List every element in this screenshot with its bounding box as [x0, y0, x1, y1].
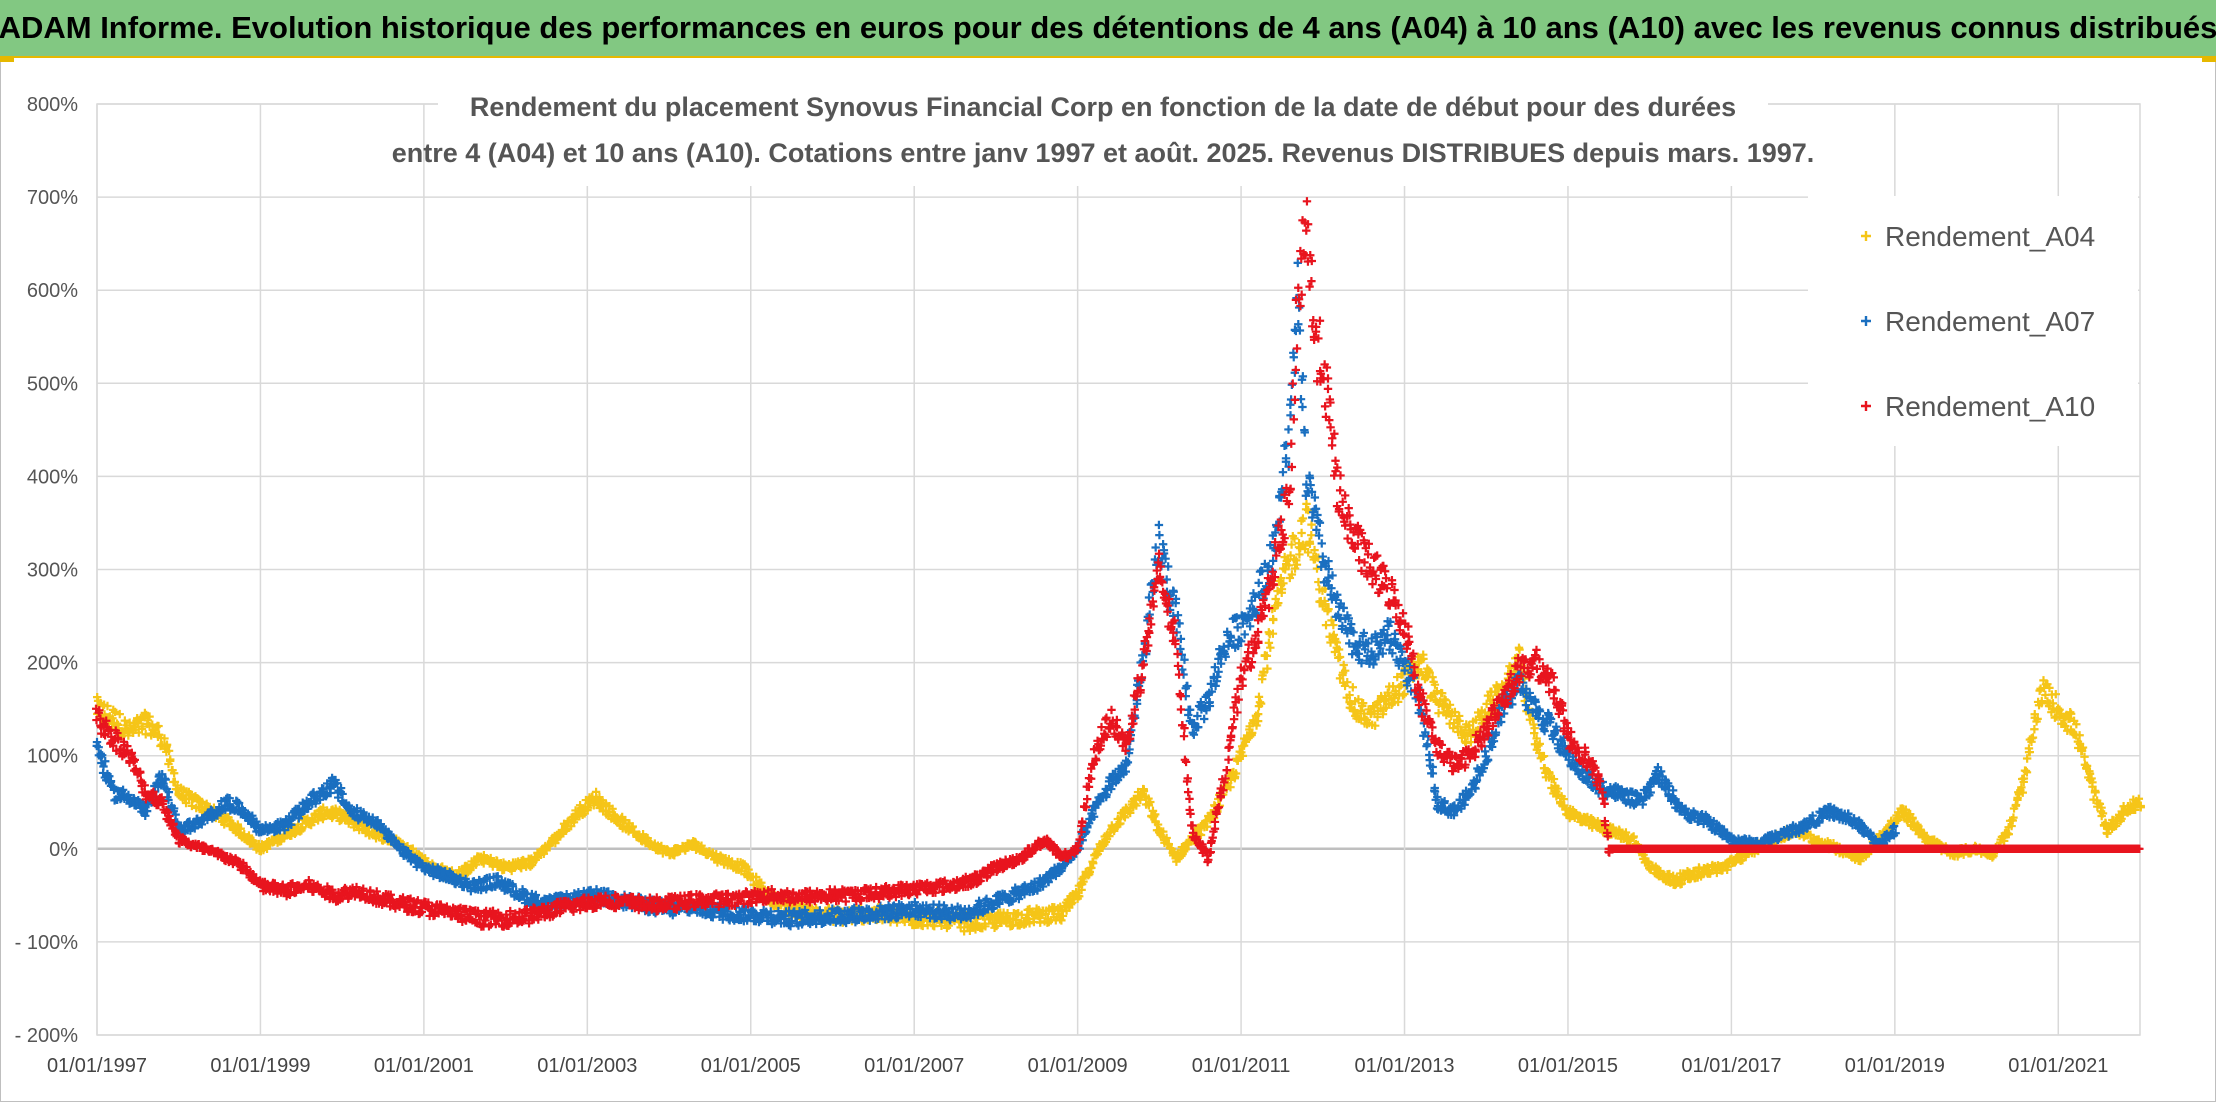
data-point	[115, 709, 124, 719]
data-point	[219, 820, 229, 829]
data-point	[113, 720, 123, 730]
data-point	[1428, 769, 1438, 778]
y-tick-label: - 100%	[15, 932, 79, 954]
y-tick-label: 300%	[27, 560, 78, 582]
data-point	[526, 862, 535, 871]
x-tick-label: 01/01/2011	[1192, 1055, 1291, 1077]
data-point	[145, 712, 154, 721]
x-axis-tick-labels: 01/01/1997 01/01/1999 01/01/2001 01/01/2003…	[47, 1055, 2108, 1077]
data-point	[744, 865, 753, 874]
data-point	[2030, 725, 2039, 734]
x-tick-label: 01/01/2017	[1681, 1055, 1781, 1077]
data-point	[164, 746, 174, 756]
data-point	[120, 716, 130, 725]
data-point	[148, 720, 157, 729]
data-point	[1282, 440, 1291, 450]
x-tick-label: 01/01/1999	[210, 1055, 310, 1077]
data-point	[298, 824, 307, 833]
y-tick-label: 700%	[27, 187, 78, 209]
data-point	[1254, 578, 1263, 588]
y-tick-label: 100%	[27, 746, 78, 768]
data-point	[1307, 530, 1316, 540]
data-point	[569, 818, 579, 827]
data-point	[162, 740, 172, 749]
data-point	[169, 769, 179, 778]
data-point	[1335, 652, 1345, 662]
data-point	[1264, 638, 1274, 648]
data-point	[160, 734, 169, 743]
y-tick-label: 200%	[27, 653, 78, 675]
report-banner-title: ADAM Informe. Evolution historique des p…	[0, 0, 2216, 58]
data-point	[583, 803, 593, 812]
data-point	[1294, 303, 1304, 312]
data-point	[1312, 564, 1322, 573]
data-point	[628, 822, 637, 831]
data-point	[1425, 750, 1434, 760]
banner-corner-left	[0, 56, 14, 62]
y-tick-label: 800%	[27, 94, 78, 116]
data-point	[137, 724, 147, 734]
data-point	[1321, 620, 1331, 630]
data-point	[1266, 643, 1275, 652]
data-point	[1302, 499, 1311, 509]
data-series	[92, 197, 2145, 936]
data-point	[1155, 530, 1164, 540]
y-tick-label: 400%	[27, 466, 78, 488]
series-rendement-a04	[93, 499, 2145, 936]
data-point	[1185, 705, 1195, 714]
data-point	[1317, 539, 1326, 548]
data-point	[1348, 683, 1358, 692]
y-tick-label: 0%	[49, 839, 78, 861]
data-point	[1284, 425, 1293, 434]
data-point	[154, 721, 163, 731]
data-point	[249, 836, 258, 846]
data-point	[197, 797, 207, 807]
data-point	[103, 701, 112, 711]
data-point	[1176, 634, 1186, 644]
x-tick-label: 01/01/2021	[2008, 1055, 2108, 1077]
data-point	[166, 755, 175, 764]
data-point	[751, 872, 761, 882]
banner-corner-right	[2202, 56, 2216, 62]
data-point	[112, 719, 122, 728]
y-tick-label: 600%	[27, 280, 78, 302]
x-tick-label: 01/01/2013	[1354, 1055, 1454, 1077]
data-point	[236, 824, 245, 833]
data-point	[2103, 829, 2112, 839]
x-tick-label: 01/01/1997	[47, 1055, 147, 1077]
data-point	[1154, 520, 1164, 530]
x-tick-label: 01/01/2019	[1845, 1055, 1945, 1077]
data-point	[1329, 620, 1338, 630]
y-axis-tick-labels: 800% 700% 600% 500% 400% 300% 200% 100% 0% - 100%…	[15, 94, 79, 1047]
x-tick-label: 01/01/2003	[537, 1055, 637, 1077]
data-point	[1268, 614, 1278, 624]
x-tick-label: 01/01/2005	[701, 1055, 801, 1077]
y-tick-label: 500%	[27, 373, 78, 395]
x-tick-label: 01/01/2009	[1028, 1055, 1128, 1077]
data-point	[296, 822, 306, 832]
x-tick-label: 01/01/2007	[864, 1055, 964, 1077]
data-point	[110, 707, 120, 717]
x-tick-label: 01/01/2015	[1518, 1055, 1618, 1077]
data-point	[575, 800, 585, 810]
data-point	[1298, 402, 1307, 412]
data-point	[1278, 467, 1288, 477]
x-tick-label: 01/01/2001	[374, 1055, 474, 1077]
y-tick-label: - 200%	[15, 1025, 79, 1047]
data-point	[1297, 528, 1306, 538]
data-point	[757, 878, 766, 887]
